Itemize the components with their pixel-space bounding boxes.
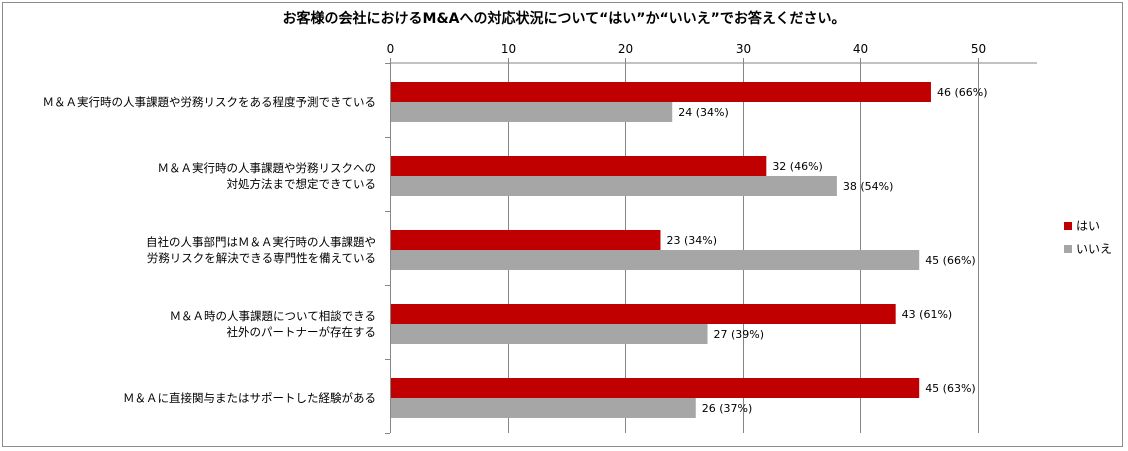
data-label: 45 (63%) [925,382,976,395]
category-label: 自社の人事部門はＭ＆Ａ実行時の人事課題や [146,235,376,249]
category-label: Ｍ＆Ａに直接関与またはサポートした経験がある [123,391,376,405]
data-label: 32 (46%) [772,160,823,173]
x-tick-labels: 0 10 20 30 40 50 [387,42,986,56]
legend-swatch [1064,222,1072,230]
category-label: 社外のパートナーが存在する [227,325,377,339]
bars [391,82,931,418]
x-tick-label: 10 [501,42,516,56]
x-tick-label: 40 [853,42,868,56]
bar [391,304,896,324]
data-label: 26 (37%) [702,402,753,415]
bar [391,156,767,176]
x-tick-label: 50 [971,42,986,56]
bar [391,250,920,270]
category-label: Ｍ＆Ａ実行時の人事課題や労務リスクをある程度予測できている [43,95,377,109]
x-tick-label: 0 [387,42,395,56]
legend-swatch [1064,245,1072,253]
axes [385,58,1037,434]
bar [391,82,931,102]
bar [391,324,708,344]
data-labels: 46 (66%) 24 (34%) 32 (46%) 38 (54%) 23 (34%)… [666,86,987,415]
category-label: 労務リスクを解決できる専門性を備えている [147,251,376,265]
bar [391,398,696,418]
category-label: 対処方法まで想定できている [227,177,377,191]
x-tick-label: 30 [736,42,751,56]
category-label: Ｍ＆Ａ時の人事課題について相談できる [170,309,376,323]
data-label: 46 (66%) [937,86,988,99]
data-label: 43 (61%) [902,308,953,321]
bar [391,378,920,398]
bar [391,102,673,122]
data-label: 45 (66%) [925,254,976,267]
legend-label: いいえ [1076,242,1112,256]
bar [391,230,661,250]
chart-title: お客様の会社におけるM&Aへの対応状況について“はい”か“いいえ”でお答えくださ… [282,11,846,27]
data-label: 27 (39%) [714,328,765,341]
data-label: 24 (34%) [678,106,729,119]
category-label: Ｍ＆Ａ実行時の人事課題や労務リスクへの [158,161,377,175]
category-labels: Ｍ＆Ａ実行時の人事課題や労務リスクをある程度予測できている Ｍ＆Ａ実行時の人事課題… [43,95,377,405]
legend-label: はい [1076,219,1100,233]
bar [391,176,837,196]
data-label: 23 (34%) [666,234,717,247]
data-label: 38 (54%) [843,180,894,193]
x-tick-label: 20 [618,42,633,56]
